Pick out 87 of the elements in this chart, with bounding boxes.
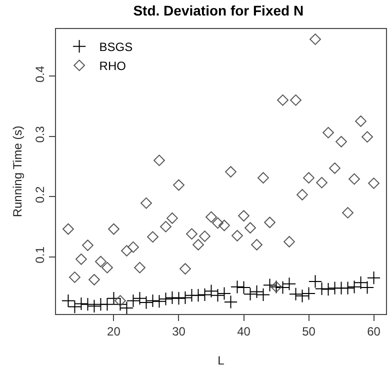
point (69, 272, 80, 283)
point (178, 290, 192, 305)
point (180, 263, 191, 275)
point (296, 189, 308, 200)
legend-label: BSGS (99, 40, 133, 54)
point (146, 294, 160, 308)
point (322, 126, 334, 138)
point (230, 280, 244, 294)
x-tick-label: 60 (367, 324, 381, 338)
point (284, 236, 295, 248)
point (126, 294, 140, 308)
point (288, 287, 303, 301)
point (250, 284, 264, 299)
y-tick-label: 0.1 (33, 246, 48, 264)
point (336, 136, 347, 148)
point (366, 271, 381, 285)
point (206, 211, 217, 223)
point (62, 223, 74, 235)
point (362, 131, 373, 143)
point (173, 179, 184, 191)
x-tick-label: 40 (237, 324, 251, 338)
x-axis-title: L (218, 353, 225, 368)
point (264, 216, 276, 228)
point (95, 256, 106, 268)
point (166, 212, 178, 224)
point (121, 245, 132, 256)
point (303, 172, 314, 184)
x-tick-label: 20 (107, 324, 121, 338)
point (147, 231, 158, 243)
x-tick-label: 50 (302, 324, 316, 338)
chart-title: Std. Deviation for Fixed N (133, 2, 304, 18)
y-tick-label: 0.3 (33, 126, 48, 143)
y-tick-label: 0.2 (33, 186, 48, 204)
point (340, 281, 355, 295)
point (108, 223, 120, 235)
point (74, 296, 88, 311)
point (232, 230, 243, 242)
point (88, 274, 100, 286)
point (244, 222, 256, 234)
point (225, 166, 236, 178)
point (316, 176, 328, 188)
point (198, 288, 212, 302)
point (262, 278, 277, 292)
y-axis-title: Running Time (s) (10, 126, 24, 218)
legend-label: RHO (99, 59, 126, 74)
point (192, 239, 204, 250)
x-tick-label: 30 (172, 324, 186, 338)
point (199, 230, 210, 242)
point (276, 280, 290, 294)
point (114, 295, 126, 306)
point (329, 162, 340, 174)
y-tick-label: 0.4 (33, 66, 48, 83)
point (277, 94, 288, 106)
point (282, 277, 296, 291)
point (251, 239, 262, 250)
point (160, 220, 172, 232)
point (128, 241, 139, 253)
point (80, 298, 95, 312)
point (191, 288, 206, 302)
point (348, 173, 360, 185)
point (158, 292, 173, 306)
point (154, 154, 165, 166)
point (87, 299, 102, 313)
point (238, 210, 250, 222)
point (321, 282, 336, 296)
point (368, 178, 380, 189)
point (310, 34, 321, 45)
point (212, 217, 224, 229)
point (342, 207, 354, 218)
point (256, 288, 270, 302)
point (218, 220, 230, 232)
point (172, 292, 186, 306)
point (140, 197, 152, 209)
point (76, 253, 87, 265)
point (100, 298, 114, 312)
point (165, 290, 180, 305)
point (302, 286, 316, 300)
point (290, 94, 302, 106)
point (295, 289, 310, 303)
point (258, 172, 269, 184)
point (152, 294, 166, 308)
point (347, 280, 362, 294)
point (102, 262, 113, 274)
point (355, 115, 366, 127)
point (134, 262, 146, 274)
point (186, 228, 198, 240)
point (82, 240, 94, 252)
